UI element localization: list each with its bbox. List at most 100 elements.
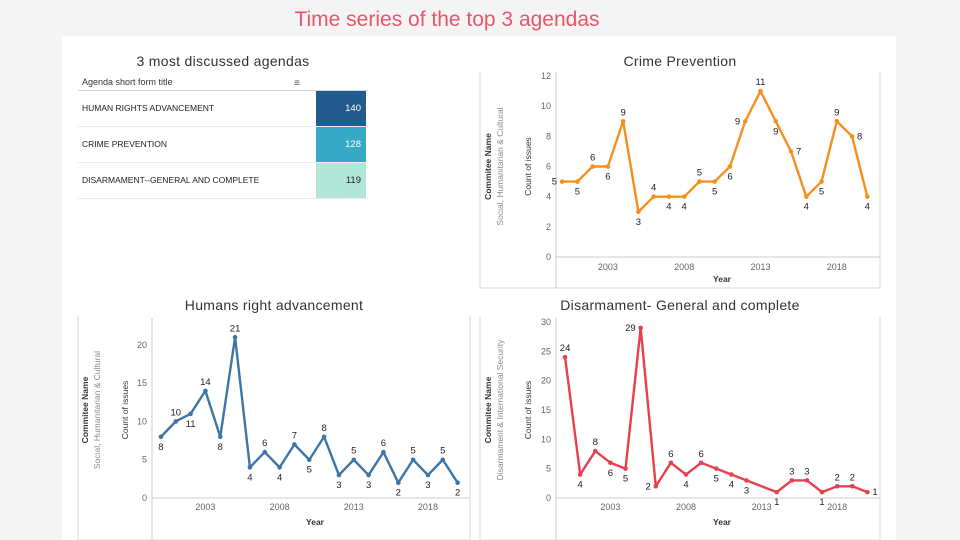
data-point [651,194,656,199]
human-chart-title: Humans right advancement [184,297,364,313]
series-line [563,326,868,494]
data-point [865,489,870,495]
table-row[interactable]: HUMAN RIGHTS ADVANCEMENT 140 [78,91,368,127]
x-axis-label: Year [713,517,732,527]
data-label: 5 [440,446,445,457]
y-axis-label: Count of issues [523,137,533,196]
column-header-agenda: Agenda short form title [82,77,173,87]
data-point [608,460,613,466]
data-label: 4 [247,472,252,483]
data-label: 6 [262,438,267,449]
y-tick-label: 5 [546,464,551,474]
y-tick-label: 0 [546,252,551,262]
data-point [158,434,164,440]
y-tick-label: 2 [546,222,551,232]
slide-title: Time series of the top 3 agendas [294,8,600,31]
data-label: 5 [714,474,719,485]
row-value: 119 [316,163,366,198]
data-point [395,480,401,485]
data-label: 6 [381,438,386,449]
table-row[interactable]: CRIME PREVENTION 128 [78,127,368,163]
y-tick-label: 12 [541,71,551,81]
data-label: 3 [636,217,641,228]
x-axis-label: Year [306,517,325,527]
data-point [773,118,779,124]
data-point [636,209,641,215]
x-tick-label: 2018 [827,262,847,272]
data-label: 3 [336,480,341,491]
data-label: 2 [850,472,855,483]
data-point [217,434,223,440]
data-point [590,164,595,169]
data-point [173,419,179,424]
data-label: 3 [425,480,430,491]
y-axis-label: Count of issues [523,381,533,440]
data-point [247,465,253,470]
data-label: 4 [683,480,688,491]
data-point [819,489,825,495]
y-axis-label: Count of issues [120,381,130,440]
agenda-table-title: 3 most discussed agendas [136,53,310,69]
data-point [666,194,672,199]
data-label: 7 [292,430,297,441]
data-label: 4 [729,480,734,491]
row-value-label: Disarmament & International Security [495,339,505,481]
row-header-label: Commitee Name [80,376,90,443]
data-label: 6 [608,468,613,479]
x-tick-label: 2003 [195,502,215,512]
x-tick-label: 2008 [676,502,696,512]
data-label: 9 [773,126,778,137]
data-label: 24 [560,343,571,354]
data-label: 11 [756,77,766,88]
y-tick-label: 30 [541,317,551,327]
y-tick-label: 20 [541,376,551,386]
data-label: 1 [872,487,877,498]
y-tick-label: 15 [541,405,551,415]
data-label: 6 [668,449,673,460]
data-label: 4 [651,183,656,194]
data-point [819,179,824,184]
y-tick-label: 4 [546,192,551,202]
data-label: 5 [819,187,824,198]
data-label: 2 [455,488,460,499]
data-label: 10 [170,407,181,418]
data-label: 3 [744,485,749,496]
data-label: 3 [789,466,794,477]
data-label: 5 [712,187,717,198]
data-point [593,448,598,454]
data-point [425,472,431,478]
data-label: 5 [552,177,557,188]
y-tick-label: 0 [142,493,147,503]
data-label: 4 [666,202,671,213]
data-point [455,480,460,485]
data-point [804,478,810,483]
table-row[interactable]: DISARMAMENT--GENERAL AND COMPLETE 119 [78,163,368,199]
data-label: 3 [366,480,371,491]
data-point [788,149,794,154]
y-tick-label: 6 [546,162,551,172]
data-point [850,483,855,489]
row-label: HUMAN RIGHTS ADVANCEMENT [82,103,215,113]
row-label: CRIME PREVENTION [82,139,168,149]
sort-descending-icon[interactable]: ≡ [294,78,300,89]
data-label: 6 [590,153,595,164]
table-header[interactable]: Agenda short form title ≡ [78,74,368,91]
data-label: 2 [396,488,401,499]
data-point [742,118,748,124]
data-label: 3 [804,466,809,477]
data-label: 1 [774,497,779,508]
data-point [577,472,583,477]
data-point [366,472,371,478]
data-label: 6 [605,172,610,183]
crime-chart-title: Crime Prevention [623,53,737,69]
data-point [697,179,702,184]
data-point [562,354,568,360]
data-label: 29 [625,323,636,334]
data-label: 5 [623,474,628,485]
data-point [774,489,780,495]
row-header-label: Commitee Name [483,133,493,200]
y-tick-label: 10 [541,434,551,444]
